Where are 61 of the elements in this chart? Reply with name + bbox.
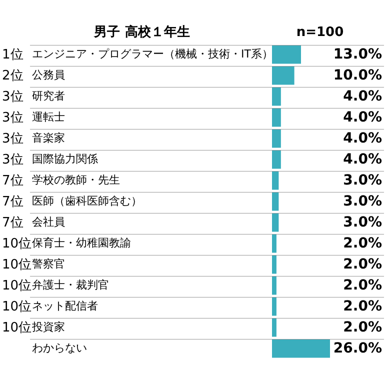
y-tick-label: 会社員 [32, 216, 65, 228]
y-tick-label: 医師（歯科医師含む） [32, 194, 142, 208]
bar [272, 276, 276, 295]
text: 3位 [2, 90, 24, 104]
text: 10位 [2, 320, 32, 336]
text: 1位 [2, 48, 24, 62]
y-tick-label: わからない [32, 342, 87, 354]
text: 3位 [2, 110, 24, 126]
y-tick-label: 運転士 [32, 110, 65, 124]
bar [272, 45, 301, 64]
bar [272, 192, 279, 211]
data-label: 4.0% [343, 110, 382, 126]
data-label: 3.0% [343, 194, 382, 210]
bar [272, 66, 294, 85]
text: 10位 [2, 278, 32, 294]
data-label: 4.0% [343, 152, 382, 168]
y-tick-label: 研究者 [32, 90, 65, 102]
y-tick-label: ネット配信者 [32, 300, 98, 312]
bar [272, 129, 281, 148]
data-label: 2.0% [343, 320, 382, 336]
y-tick-label: 保育士・幼稚園教諭 [32, 236, 131, 250]
y-tick-label: 警察官 [32, 258, 65, 270]
y-tick-label: 弁護士・裁判官 [32, 278, 109, 292]
text: 3位 [2, 152, 24, 168]
bar [272, 108, 281, 127]
data-label: 3.0% [343, 172, 382, 188]
bar [272, 297, 276, 316]
data-label: 10.0% [333, 68, 382, 84]
data-label: 2.0% [343, 256, 382, 272]
text: 10位 [2, 236, 32, 252]
data-label: 2.0% [343, 278, 382, 294]
text: 7位 [2, 174, 24, 188]
text: 男子 高校１年生 [93, 24, 190, 40]
bar [272, 234, 276, 253]
y-tick-label: 公務員 [32, 68, 65, 82]
y-tick-label: 音楽家 [32, 132, 65, 144]
chart-subtitle: n=100 [296, 25, 344, 40]
y-tick-label: 投資家 [31, 320, 65, 334]
data-label: 2.0% [343, 236, 382, 252]
text: 3位 [2, 132, 24, 146]
data-label: 2.0% [343, 298, 382, 314]
data-label: 4.0% [343, 130, 382, 146]
y-tick-label: 学校の教師・先生 [32, 174, 120, 186]
bar [272, 213, 279, 232]
bar [272, 255, 276, 274]
y-tick-label: 国際協力関係 [32, 152, 98, 166]
data-label: 3.0% [343, 214, 382, 230]
bar [272, 171, 279, 190]
data-label: 13.0% [333, 46, 382, 62]
bar [272, 150, 281, 169]
text: 10位 [2, 300, 32, 314]
text: 2位 [2, 68, 24, 84]
bar [272, 87, 281, 106]
bar [272, 318, 276, 337]
y-tick-label: エンジニア・プログラマー（機械・技術・IT系） [32, 48, 273, 60]
text: 10位 [2, 258, 32, 272]
text: 7位 [2, 216, 24, 230]
data-label: 26.0% [333, 340, 382, 356]
bar [272, 339, 330, 358]
text: 7位 [2, 194, 24, 210]
data-label: 4.0% [343, 88, 382, 104]
